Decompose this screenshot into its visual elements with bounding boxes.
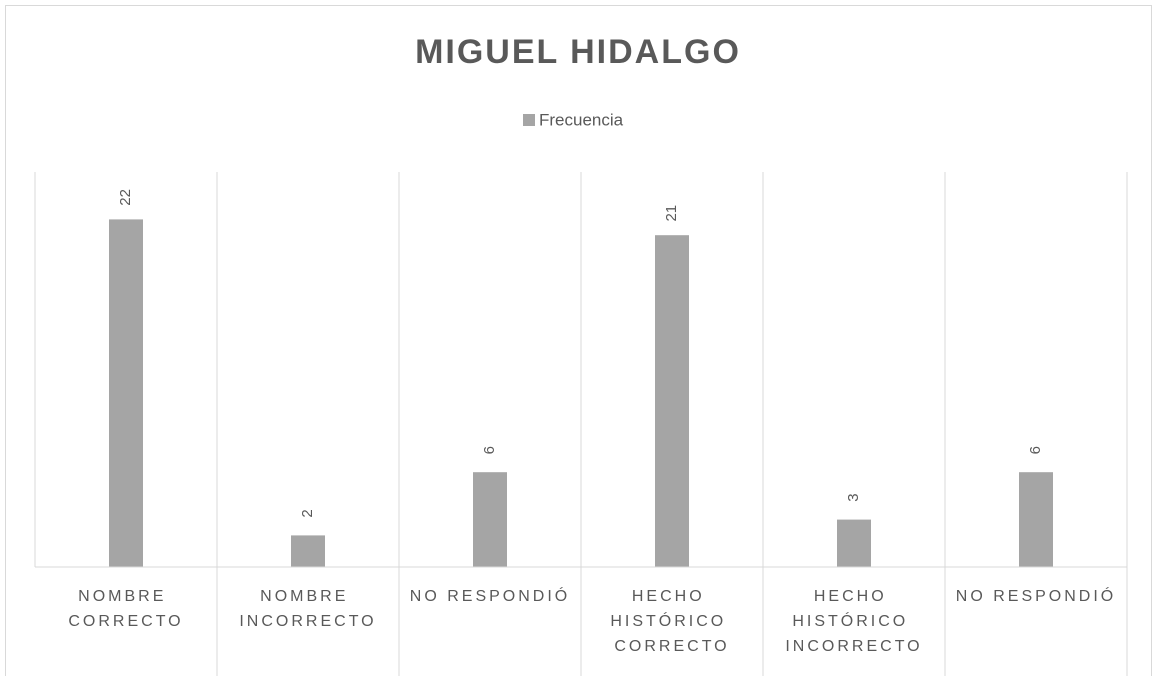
bar <box>655 235 689 567</box>
bar <box>1019 472 1053 567</box>
bar <box>837 519 871 567</box>
legend-swatch <box>523 114 535 126</box>
x-tick-label: NO RESPONDIÓ <box>956 586 1116 605</box>
data-label: 6 <box>1027 446 1044 454</box>
legend-label: Frecuencia <box>539 110 624 129</box>
bar <box>109 219 143 567</box>
bar <box>291 535 325 567</box>
data-label: 22 <box>117 189 134 206</box>
data-label: 2 <box>299 509 316 517</box>
bar <box>473 472 507 567</box>
x-tick-label: NOMBRE INCORRECTO <box>239 588 376 630</box>
data-label: 6 <box>481 446 498 454</box>
x-tick-label: HECHO HISTÓRICO CORRECTO <box>610 588 733 655</box>
x-tick-label: NO RESPONDIÓ <box>410 586 570 605</box>
data-label: 21 <box>663 205 680 222</box>
chart-title: MIGUEL HIDALGO <box>415 33 741 71</box>
chart-border <box>5 5 1152 676</box>
x-tick-label: HECHO HISTÓRICO INCORRECTO <box>785 588 922 655</box>
data-label: 3 <box>845 493 862 501</box>
x-tick-label: NOMBRE CORRECTO <box>68 588 183 630</box>
